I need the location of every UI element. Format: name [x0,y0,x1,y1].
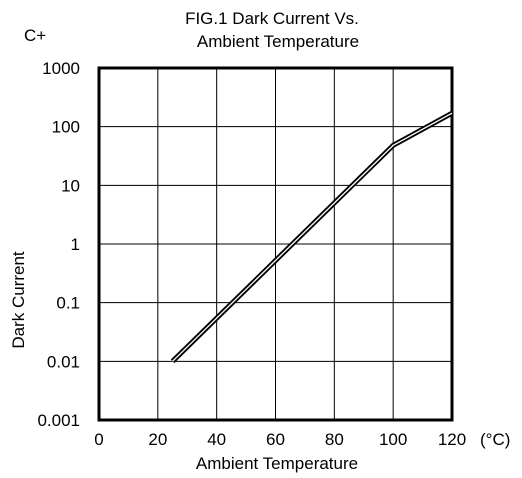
y-tick-label: 0.1 [56,294,80,313]
y-tick-label: 100 [52,118,80,137]
series-layer [170,110,454,364]
chart-title-line1: FIG.1 Dark Current Vs. [185,9,359,28]
x-tick-label: 40 [207,430,226,449]
y-tick-labels: 0.001 0.01 0.1 1 10 100 1000 [37,59,80,430]
x-axis-label: Ambient Temperature [196,454,358,473]
x-tick-label: 60 [266,430,285,449]
chart-title-line2: Ambient Temperature [197,32,359,51]
y-tick-label: 10 [61,176,80,195]
x-tick-label: 20 [148,430,167,449]
x-tick-label: 80 [325,430,344,449]
corner-label: C+ [24,26,46,45]
x-tick-label: 120 [438,430,466,449]
y-tick-label: 0.01 [47,352,80,371]
x-axis-unit: (°C) [480,430,510,449]
x-tick-label: 100 [379,430,407,449]
series-line-highlight [172,112,453,362]
y-tick-label: 1 [71,235,80,254]
grid [99,68,452,420]
y-tick-label: 1000 [42,59,80,78]
x-tick-label: 0 [94,430,103,449]
y-axis-label: Dark Current [9,251,28,349]
x-tick-labels: 0 20 40 60 80 100 120 [94,430,466,449]
y-tick-label: 0.001 [37,411,80,430]
series-line [170,110,454,364]
plot-frame [97,66,454,422]
